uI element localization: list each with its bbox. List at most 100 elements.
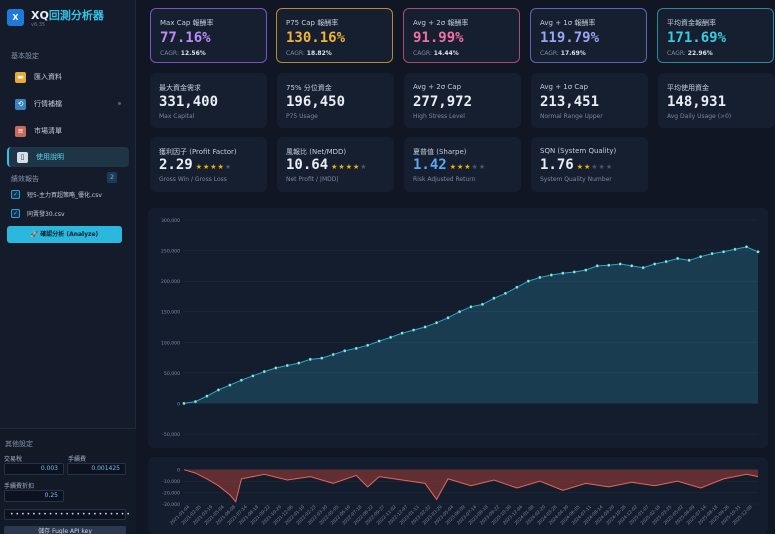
sidebar-item-market-list[interactable]: ≡ 市場清單 <box>7 121 129 141</box>
data-point <box>182 401 186 406</box>
report-file-name: 同賣發30.csv <box>27 211 65 218</box>
card-label: 獲利因子 (Profit Factor) <box>159 148 237 156</box>
rating-stars: ★★★★★ <box>576 163 614 171</box>
data-point <box>296 361 301 365</box>
folder-icon: ▬ <box>15 71 26 83</box>
tax-label: 交易稅 <box>4 456 23 463</box>
report-file-name: 短5-主力買超策略_優化.csv <box>27 192 102 199</box>
data-point <box>583 268 588 272</box>
book-icon: ▯ <box>17 151 28 163</box>
sidebar: X XQ回測分析器 v6.35 基本設定 ▬ 匯入資料 ⟲ 行情補檔 ≡ 市場清… <box>0 0 136 534</box>
data-point <box>423 325 427 329</box>
card-profit-factor: 獲利因子 (Profit Factor) 2.29 ★★★★★ Gross Win… <box>150 137 267 192</box>
data-point <box>549 273 554 277</box>
card-label: 平均資金報酬率 <box>667 19 716 27</box>
data-point <box>400 331 404 335</box>
equity-chart[interactable]: 300,000 250,000 200,000 150,000 100,000 50,00… <box>148 208 768 448</box>
card-sub: Max Capital <box>159 113 195 120</box>
sidebar-item-import[interactable]: ▬ 匯入資料 <box>7 67 129 87</box>
data-point <box>377 339 381 343</box>
card-avg-capital-return: 平均資金報酬率 171.69% CAGR: 22.96% <box>657 8 774 63</box>
card-value: 119.79% <box>540 30 600 46</box>
data-point <box>561 271 565 275</box>
data-point <box>354 346 358 351</box>
card-label: 平均使用資金 <box>667 84 709 92</box>
card-label: Avg + 1σ Cap <box>540 83 589 91</box>
rating-stars: ★★★★★ <box>331 163 368 171</box>
data-point <box>251 374 255 378</box>
data-point <box>319 356 324 360</box>
card-cagr: CAGR: 17.69% <box>540 50 586 57</box>
y-tick-label: 250,000 <box>161 249 180 255</box>
reports-count-badge: 2 <box>107 172 117 183</box>
data-point <box>721 249 726 254</box>
y-tick-label: 50,000 <box>164 371 180 377</box>
card-label: 夏普值 (Sharpe) <box>413 148 467 156</box>
sidebar-item-label: 匯入資料 <box>34 73 62 81</box>
api-key-input[interactable]: •••••••••••••••••••••• <box>4 509 130 520</box>
drawdown-chart[interactable]: 0-10,000-20,000-30,0002021-01-042021-02-… <box>148 457 768 534</box>
analyze-button[interactable]: 🚀 確認分析 (Analyze) <box>7 226 122 243</box>
app-logo: X <box>7 9 24 26</box>
fee-label: 手續費 <box>68 456 87 463</box>
data-point <box>641 265 646 270</box>
report-file-item[interactable]: ✓ 短5-主力買超策略_優化.csv <box>11 190 102 199</box>
card-value: 171.69% <box>667 30 727 46</box>
y-tick-label: -30,000 <box>162 502 180 508</box>
card-value: 77.16% <box>160 30 211 46</box>
y-tick-label: -20,000 <box>162 491 180 497</box>
section-basic-settings: 基本設定 <box>11 52 39 60</box>
tax-input[interactable]: 0.003 <box>4 463 64 475</box>
data-point <box>538 275 542 280</box>
data-point <box>503 291 508 296</box>
drawdown-chart-panel: 0 -10,000 -20,000 -30,000 2021-01-04 2021-02-… <box>148 457 768 534</box>
card-value: 130.16% <box>286 30 346 46</box>
card-max-cap-return: Max Cap 報酬率 77.16% CAGR: 12.56% <box>150 8 267 63</box>
app-version: v6.35 <box>31 22 46 28</box>
other-settings-title: 其他設定 <box>5 440 33 448</box>
checkbox-checked-icon[interactable]: ✓ <box>11 209 20 218</box>
sidebar-item-manual[interactable]: ▯ 使用說明 <box>7 147 129 167</box>
discount-input[interactable]: 0.25 <box>4 490 64 502</box>
report-file-item[interactable]: ✓ 同賣發30.csv <box>11 209 65 218</box>
card-value: 91.99% <box>413 30 464 46</box>
data-point <box>526 279 531 283</box>
data-point <box>365 343 370 348</box>
card-value: 2.29 ★★★★★ <box>159 157 233 173</box>
card-label: Avg + 1σ 報酬率 <box>540 19 596 27</box>
sidebar-item-label: 市場清單 <box>34 127 62 135</box>
card-value: 277,972 <box>413 94 473 110</box>
data-point <box>446 316 450 320</box>
card-value: 213,451 <box>540 94 600 110</box>
data-point <box>675 256 680 261</box>
card-label: 75% 分位資金 <box>286 84 332 92</box>
data-point <box>733 247 737 252</box>
data-point <box>216 388 221 392</box>
fee-input[interactable]: 0.001425 <box>67 463 126 475</box>
card-cagr: CAGR: 14.44% <box>413 50 459 57</box>
checkbox-checked-icon[interactable]: ✓ <box>11 190 20 199</box>
y-tick-label: -50,000 <box>162 432 180 438</box>
sidebar-item-market-data[interactable]: ⟲ 行情補檔 <box>7 94 129 114</box>
y-tick-label: 200,000 <box>161 279 180 285</box>
card-max-capital: 最大資金需求 331,400 Max Capital <box>150 73 267 128</box>
data-point <box>193 399 198 404</box>
card-label: Avg + 2σ 報酬率 <box>413 19 469 27</box>
data-point <box>411 328 416 332</box>
card-cagr: CAGR: 22.96% <box>667 50 713 57</box>
y-tick-label: -10,000 <box>162 479 180 485</box>
data-point <box>434 320 439 325</box>
card-sqn: SQN (System Quality) 1.76 ★★★★★ System Qu… <box>531 137 648 192</box>
card-avg-1sigma-return: Avg + 1σ 報酬率 119.79% CAGR: 17.69% <box>530 8 647 63</box>
card-avg-1sigma-capital: Avg + 1σ Cap 213,451 Normal Range Upper <box>531 73 648 128</box>
status-dot <box>118 102 121 105</box>
save-api-key-button[interactable]: 儲存 Fugle API key <box>4 526 126 534</box>
card-sub: Gross Win / Gross Loss <box>159 176 227 183</box>
card-label: Avg + 2σ Cap <box>413 83 462 91</box>
section-reports: 績效報告 <box>11 175 39 183</box>
data-point <box>756 249 760 254</box>
y-tick-label: 150,000 <box>161 310 180 316</box>
card-sub: P75 Usage <box>286 113 318 120</box>
discount-label: 手續費折扣 <box>4 483 35 490</box>
data-point <box>480 302 485 307</box>
